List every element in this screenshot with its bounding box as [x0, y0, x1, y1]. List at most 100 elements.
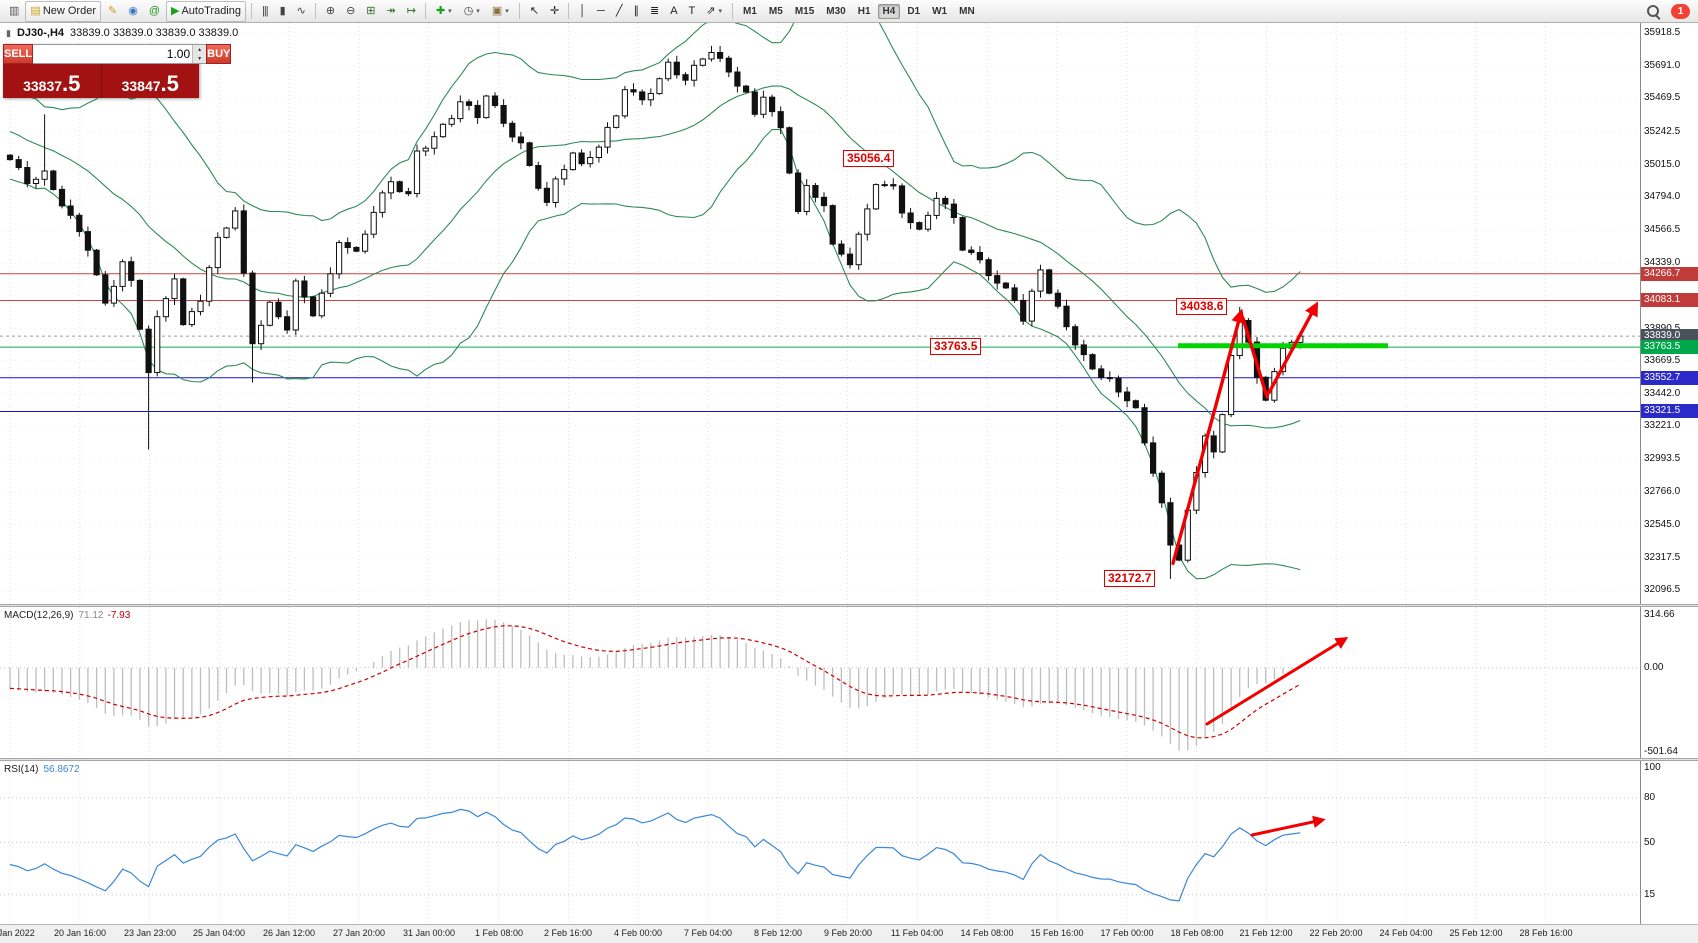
- rsi-axis-tick: 50: [1644, 837, 1656, 848]
- toolbar-items: ▥ ▤ New Order ✎ ◉ @ ▶ AutoTrading ||| ▮ ∿ ⊕ ⊖ ⊞ ↠ ↦ ✚ ▾ ◷ ▾…: [0, 0, 981, 22]
- new-chart-icon[interactable]: ▥: [4, 1, 23, 22]
- profiles-icon[interactable]: ◉: [123, 1, 142, 22]
- macd-label: MACD(12,26,9) 71.12 -7.93: [4, 610, 130, 621]
- bar-chart-icon[interactable]: |||: [257, 1, 273, 22]
- price-tick: 35242.5: [1644, 126, 1681, 137]
- price-tick: 32766.0: [1644, 486, 1681, 497]
- price-tick: 35691.0: [1644, 60, 1681, 71]
- price-annotation[interactable]: 32172.7: [1104, 570, 1156, 587]
- price-line-badge: 33321.5: [1641, 404, 1698, 418]
- line-chart-icon[interactable]: ∿: [292, 1, 310, 22]
- candlestick-icon: ▮: [279, 4, 286, 17]
- timeframe-m1[interactable]: M1: [743, 5, 757, 17]
- chevron-down-icon: ▾: [718, 8, 722, 15]
- main-chart[interactable]: [0, 23, 1640, 604]
- timeframe-m30[interactable]: M30: [826, 5, 846, 17]
- timeframe-w1[interactable]: W1: [932, 5, 948, 17]
- vertical-line-icon[interactable]: │: [574, 1, 590, 22]
- macd-axis-tick: -501.64: [1644, 746, 1678, 757]
- notification-badge[interactable]: 1: [1671, 3, 1690, 19]
- sell-price[interactable]: 33837.5: [3, 64, 102, 98]
- date-label: 25 Jan 04:00: [192, 928, 246, 938]
- zoom-out-icon[interactable]: ⊖: [341, 1, 359, 22]
- volume-input[interactable]: [33, 45, 193, 63]
- volume-field: ▴ ▾: [33, 44, 207, 64]
- price-annotation[interactable]: 35056.4: [843, 150, 895, 167]
- horizontal-line-icon: ─: [597, 4, 605, 17]
- new-chart-icon: ▥: [9, 4, 19, 17]
- indicators-icon[interactable]: ✚ ▾: [431, 1, 457, 22]
- price-tick: 35469.5: [1644, 92, 1681, 103]
- date-label: 2 Feb 16:00: [543, 928, 593, 938]
- chevron-down-icon: ▾: [448, 8, 452, 15]
- label-icon[interactable]: T: [684, 1, 700, 22]
- crosshair-icon[interactable]: ✛: [545, 1, 563, 22]
- timeframe-mn[interactable]: MN: [959, 5, 975, 17]
- price-axis[interactable]: 35918.5 35691.0 35469.5 35242.5 35015.0 34794…: [1640, 23, 1698, 924]
- timeframe-m5[interactable]: M5: [768, 5, 783, 17]
- buy-price[interactable]: 33847.5: [101, 64, 199, 98]
- bar-chart-icon: |||: [262, 4, 269, 17]
- price-annotation[interactable]: 33763.5: [930, 338, 982, 355]
- timeframe-d1[interactable]: D1: [907, 5, 921, 17]
- mql5-icon[interactable]: @: [144, 1, 164, 22]
- candlestick-icon[interactable]: ▮: [275, 1, 290, 22]
- timeframe-m15[interactable]: M15: [794, 5, 815, 17]
- rsi-axis-tick: 15: [1644, 889, 1656, 900]
- mql5-icon: @: [148, 4, 160, 17]
- vertical-line-icon: │: [579, 4, 586, 17]
- rsi-panel[interactable]: [0, 761, 1640, 924]
- price-tick: 33890.5: [1644, 323, 1680, 334]
- timeframe-h1[interactable]: H1: [857, 5, 871, 17]
- line-chart-icon: ∿: [296, 4, 306, 17]
- sell-button[interactable]: SELL: [3, 44, 34, 64]
- date-label: 17 Feb 00:00: [1100, 928, 1154, 938]
- time-axis[interactable]: 20 Jan 2022 20 Jan 16:00 23 Jan 23:00 25 Ja…: [0, 924, 1698, 943]
- tile-windows-icon[interactable]: ⊞: [361, 1, 379, 22]
- chart-shift-icon[interactable]: ↦: [402, 1, 420, 22]
- price-line-badge: 33552.7: [1641, 371, 1698, 385]
- date-label: 20 Jan 16:00: [53, 928, 107, 938]
- zoom-in-icon[interactable]: ⊕: [321, 1, 339, 22]
- text-icon: A: [670, 4, 677, 17]
- toolbar-separator: [314, 3, 316, 19]
- date-label: 24 Feb 04:00: [1379, 928, 1433, 938]
- date-label: 21 Feb 12:00: [1239, 928, 1293, 938]
- price-tick: 35015.0: [1644, 159, 1681, 170]
- price-annotation[interactable]: 34038.6: [1176, 298, 1228, 315]
- templates-icon[interactable]: ▣ ▾: [487, 1, 514, 22]
- new-order-button[interactable]: ▤ New Order: [25, 0, 101, 22]
- horizontal-line-icon[interactable]: ─: [592, 1, 609, 22]
- date-label: 28 Feb 16:00: [1519, 928, 1573, 938]
- volume-up-button[interactable]: ▴: [193, 45, 207, 54]
- panel-splitter[interactable]: [0, 758, 1698, 761]
- autotrading-button[interactable]: ▶ AutoTrading: [166, 0, 246, 22]
- sell-price-main: 33837: [23, 78, 63, 95]
- fibonacci-icon[interactable]: ≣: [645, 1, 663, 22]
- periods-icon[interactable]: ◷ ▾: [459, 1, 485, 22]
- macd-panel[interactable]: [0, 607, 1640, 758]
- date-label: 18 Feb 08:00: [1170, 928, 1224, 938]
- price-line-badge: 33839.0: [1641, 329, 1698, 343]
- new-order-button: ▤: [30, 4, 40, 17]
- toolbar-separator: [251, 3, 252, 19]
- arrows-icon[interactable]: ⇗ ▾: [701, 1, 727, 22]
- crosshair-icon: ✛: [549, 4, 559, 17]
- volume-down-button[interactable]: ▾: [193, 54, 207, 63]
- date-label: 8 Feb 12:00: [753, 928, 803, 938]
- auto-scroll-icon[interactable]: ↠: [382, 1, 400, 22]
- one-click-trading-panel: SELL ▴ ▾ BUY 33837.5 33847.5: [3, 44, 232, 98]
- text-icon[interactable]: A: [665, 1, 681, 22]
- trendline-icon[interactable]: ╱: [611, 1, 627, 22]
- label-icon: T: [688, 4, 696, 17]
- metaeditor-icon[interactable]: ✎: [103, 1, 121, 22]
- date-label: 15 Feb 16:00: [1030, 928, 1084, 938]
- panel-splitter[interactable]: [0, 604, 1698, 607]
- channel-icon[interactable]: ∥: [628, 1, 643, 22]
- templates-icon: ▣: [491, 4, 502, 17]
- buy-button[interactable]: BUY: [206, 44, 232, 64]
- cursor-icon[interactable]: ↖: [525, 1, 543, 22]
- rsi-value: 56.8672: [43, 764, 80, 775]
- timeframe-h4[interactable]: H4: [877, 3, 901, 19]
- search-icon[interactable]: [1646, 4, 1661, 19]
